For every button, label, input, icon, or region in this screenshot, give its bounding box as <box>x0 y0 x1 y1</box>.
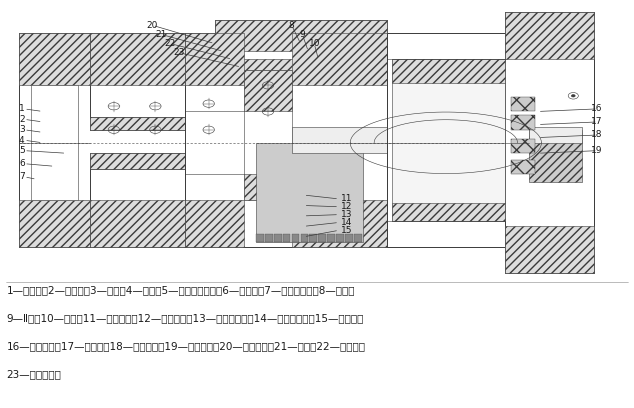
Bar <box>292 33 387 85</box>
Text: 1—工作台；2—齿圈座；3—齿圈；4—压环；5—交叉滚子轴承；6—法兰盘；7—工作台底座；8—齿轮；: 1—工作台；2—齿圈座；3—齿圈；4—压环；5—交叉滚子轴承；6—法兰盘；7—工… <box>6 286 355 296</box>
Text: 9—Ⅱ轴；10—立柱；11—联组皮带；12—大皮带轮；13—卸荷法兰盘；14—深沟球轴承；15—花键套；: 9—Ⅱ轴；10—立柱；11—联组皮带；12—大皮带轮；13—卸荷法兰盘；14—深… <box>6 313 364 324</box>
Text: 11: 11 <box>341 195 353 204</box>
Text: 21: 21 <box>155 30 167 39</box>
Bar <box>90 117 185 130</box>
Bar <box>529 130 582 182</box>
Text: 2: 2 <box>19 115 25 124</box>
Text: 8: 8 <box>289 21 295 30</box>
Bar <box>505 12 594 59</box>
Circle shape <box>571 95 575 97</box>
Text: 15: 15 <box>341 226 353 235</box>
Bar <box>511 97 534 111</box>
Bar <box>244 174 292 200</box>
Bar <box>354 234 361 242</box>
Text: 18: 18 <box>592 131 603 140</box>
Text: 20: 20 <box>146 21 158 30</box>
Bar <box>529 127 582 143</box>
Bar <box>90 33 185 85</box>
Text: 23: 23 <box>173 48 184 57</box>
Bar <box>19 200 90 247</box>
Bar <box>283 234 290 242</box>
Bar <box>244 70 292 111</box>
Text: 10: 10 <box>309 39 320 48</box>
Text: 23—下法兰盘。: 23—下法兰盘。 <box>6 369 61 379</box>
Bar <box>274 234 281 242</box>
Bar <box>292 234 299 242</box>
Bar <box>185 200 244 247</box>
Bar <box>327 234 335 242</box>
Text: 17: 17 <box>592 118 603 126</box>
Bar <box>215 59 387 70</box>
Bar <box>256 234 264 242</box>
Bar <box>511 115 534 130</box>
Text: 5: 5 <box>19 146 25 155</box>
Bar <box>19 12 612 273</box>
Bar <box>265 234 273 242</box>
Text: 19: 19 <box>592 146 603 155</box>
Bar <box>215 20 387 51</box>
Bar <box>90 153 185 169</box>
Bar <box>387 33 594 247</box>
Bar <box>505 12 594 273</box>
Bar <box>31 85 78 200</box>
Bar <box>292 127 529 153</box>
Text: 4: 4 <box>19 136 25 145</box>
Bar <box>336 234 344 242</box>
Text: 22: 22 <box>165 39 176 48</box>
Bar <box>345 234 353 242</box>
Text: 16—主电动机；17—减速器；18—电动机座；19—小皮带轮；20—上法兰盘；21—小轴；22—编码器；: 16—主电动机；17—减速器；18—电动机座；19—小皮带轮；20—上法兰盘；2… <box>6 341 365 351</box>
Bar <box>90 33 185 130</box>
Bar <box>301 234 308 242</box>
Bar <box>256 143 363 242</box>
Text: 6: 6 <box>19 159 25 168</box>
Text: 13: 13 <box>341 210 353 219</box>
Bar <box>392 59 505 221</box>
Bar <box>318 234 326 242</box>
Text: 9: 9 <box>299 30 305 39</box>
Bar <box>19 33 90 85</box>
Bar <box>185 33 387 247</box>
Bar <box>185 33 244 85</box>
Bar <box>244 70 292 200</box>
Text: 7: 7 <box>19 172 25 181</box>
Bar <box>215 20 387 70</box>
Text: 3: 3 <box>19 125 25 134</box>
Bar <box>505 226 594 273</box>
Bar <box>309 234 317 242</box>
Text: 12: 12 <box>341 202 353 211</box>
Text: 1: 1 <box>19 104 25 113</box>
Bar <box>511 139 534 153</box>
Text: 16: 16 <box>592 104 603 113</box>
Bar <box>392 59 505 83</box>
Bar <box>292 200 387 247</box>
Text: 14: 14 <box>341 218 353 227</box>
Bar <box>90 200 185 247</box>
Bar <box>90 153 185 247</box>
Bar <box>511 160 534 174</box>
Bar <box>392 203 505 221</box>
Bar <box>19 33 226 247</box>
